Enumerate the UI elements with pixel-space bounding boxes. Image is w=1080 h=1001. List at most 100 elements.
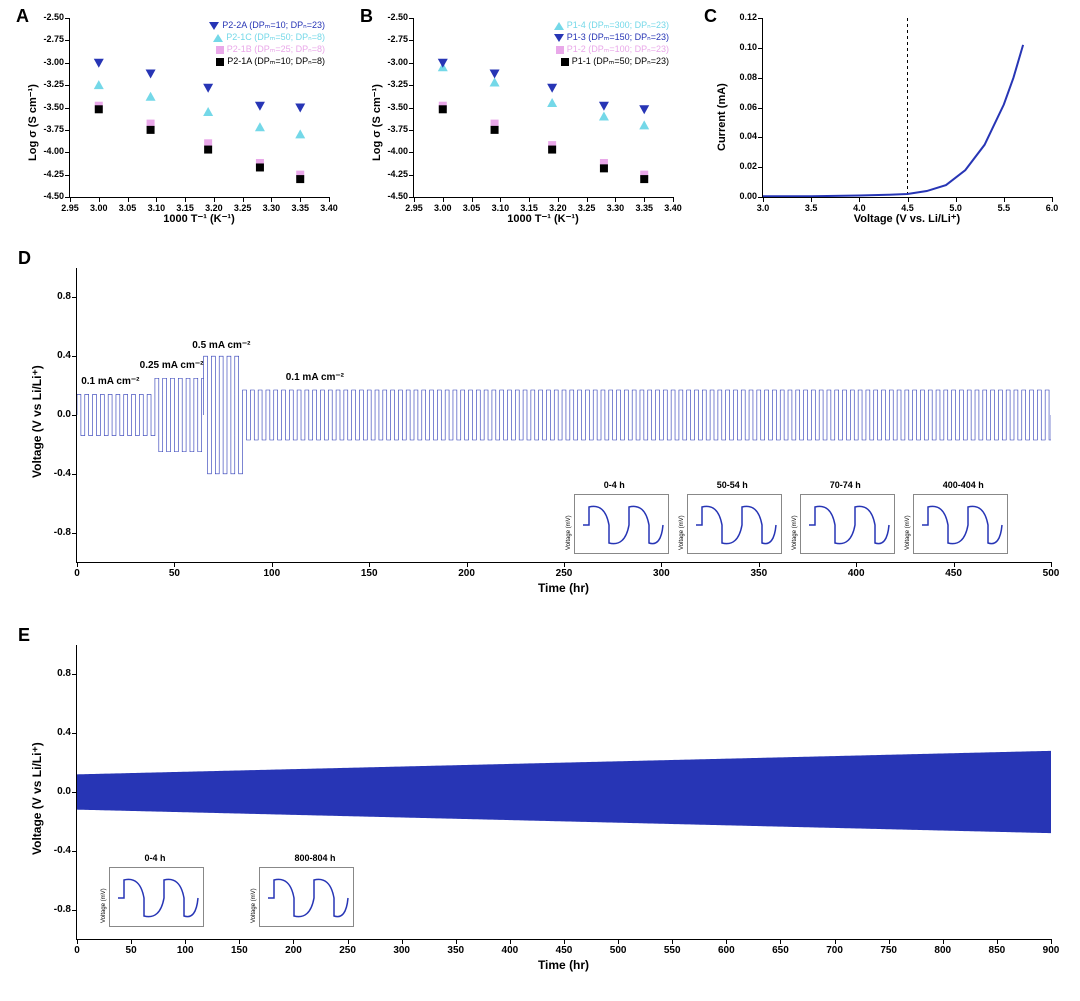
ylabel-a: Log σ (S cm⁻¹) — [26, 84, 39, 161]
xtick-label: 550 — [657, 945, 687, 956]
xtick-label: 300 — [646, 568, 676, 579]
xtick-label: 650 — [765, 945, 795, 956]
ytick-label: 0.12 — [723, 12, 757, 22]
legend-item: P1-1 (DPₘ=50; DPₙ=23) — [561, 56, 669, 67]
ylabel-d: Voltage (V vs Li/Li⁺) — [30, 365, 44, 478]
xtick-label: 250 — [333, 945, 363, 956]
panel-letter-a: A — [16, 6, 29, 27]
xlabel-b: 1000 T⁻¹ (K⁻¹) — [413, 212, 673, 225]
xtick-label: 500 — [603, 945, 633, 956]
ytick-label: 0.4 — [37, 727, 71, 738]
current-annotation: 0.25 mA cm⁻² — [140, 360, 204, 371]
inset-plot — [574, 494, 669, 554]
inset-ylabel: Voltage (mV) — [566, 515, 572, 550]
xtick-label: 50 — [116, 945, 146, 956]
inset-ylabel: Voltage (mV) — [679, 515, 685, 550]
ytick-label: 0.06 — [723, 102, 757, 112]
ytick-label: -2.75 — [30, 34, 64, 44]
ylabel-c: Current (mA) — [716, 83, 728, 151]
ylabel-e: Voltage (V vs Li/Li⁺) — [30, 742, 44, 855]
ytick-label: -4.25 — [374, 169, 408, 179]
xlabel-d: Time (hr) — [76, 581, 1051, 595]
ytick-label: -2.50 — [374, 12, 408, 22]
legend-item: P1-2 (DPₘ=100; DPₙ=23) — [556, 44, 669, 55]
ytick-label: 0.10 — [723, 42, 757, 52]
panel-b: B 2.953.003.053.103.153.203.253.303.353.… — [358, 6, 683, 236]
xtick-label: 100 — [170, 945, 200, 956]
ylabel-b: Log σ (S cm⁻¹) — [370, 84, 383, 161]
ytick-label: -4.50 — [374, 191, 408, 201]
xtick-label: 150 — [354, 568, 384, 579]
plot-area-e: 0501001502002503003504004505005506006507… — [76, 645, 1051, 940]
xtick-label: 500 — [1036, 568, 1066, 579]
xlabel-c: Voltage (V vs. Li/Li⁺) — [762, 212, 1052, 225]
ytick-label: -3.00 — [374, 57, 408, 67]
panel-a: A 2.953.003.053.103.153.203.253.303.353.… — [14, 6, 339, 236]
plot-area-d: 050100150200250300350400450500-0.8-0.40.… — [76, 268, 1051, 563]
xtick-label: 300 — [387, 945, 417, 956]
plot-area-a: 2.953.003.053.103.153.203.253.303.353.40… — [69, 18, 329, 198]
xtick-label: 150 — [224, 945, 254, 956]
inset-ylabel: Voltage (mV) — [905, 515, 911, 550]
xtick-label: 100 — [257, 568, 287, 579]
legend-item: P1-3 (DPₘ=150; DPₙ=23) — [554, 32, 669, 43]
xtick-label: 850 — [982, 945, 1012, 956]
ytick-label: -4.25 — [30, 169, 64, 179]
xlabel-a: 1000 T⁻¹ (K⁻¹) — [69, 212, 329, 225]
inset-ylabel: Voltage (mV) — [792, 515, 798, 550]
inset-title: 0-4 h — [144, 853, 165, 863]
xtick-label: 450 — [549, 945, 579, 956]
xtick-label: 350 — [744, 568, 774, 579]
current-annotation: 0.1 mA cm⁻² — [81, 376, 139, 387]
inset-title: 50-54 h — [717, 480, 748, 490]
legend-item: P2-1A (DPₘ=10; DPₙ=8) — [216, 56, 325, 67]
inset-title: 0-4 h — [604, 480, 625, 490]
legend-item: P1-4 (DPₘ=300; DPₙ=23) — [554, 20, 669, 31]
ytick-label: 0.08 — [723, 72, 757, 82]
panel-c: C 3.03.54.04.55.05.56.00.000.020.040.060… — [702, 6, 1062, 236]
xtick-label: 50 — [159, 568, 189, 579]
inset-plot — [259, 867, 354, 927]
ytick-label: -2.50 — [30, 12, 64, 22]
plot-area-c: 3.03.54.04.55.05.56.00.000.020.040.060.0… — [762, 18, 1052, 198]
ytick-label: 0.8 — [37, 291, 71, 302]
ytick-label: 0.4 — [37, 350, 71, 361]
xtick-label: 200 — [452, 568, 482, 579]
xtick-label: 250 — [549, 568, 579, 579]
xtick-label: 700 — [820, 945, 850, 956]
panel-letter-e: E — [18, 625, 30, 646]
xtick-label: 350 — [441, 945, 471, 956]
xtick-label: 600 — [711, 945, 741, 956]
ytick-label: -0.8 — [37, 527, 71, 538]
xtick-label: 200 — [278, 945, 308, 956]
inset-ylabel: Voltage (mV) — [251, 888, 257, 923]
inset-plot — [687, 494, 782, 554]
current-annotation: 0.5 mA cm⁻² — [192, 340, 250, 351]
xtick-label: 750 — [874, 945, 904, 956]
legend-item: P2-1C (DPₘ=50; DPₙ=8) — [213, 32, 325, 43]
inset-title: 70-74 h — [830, 480, 861, 490]
inset-title: 400-404 h — [943, 480, 984, 490]
xtick-label: 0 — [62, 568, 92, 579]
panel-e: E 05010015020025030035040045050055060065… — [14, 625, 1064, 985]
ytick-label: 0.00 — [723, 191, 757, 201]
ytick-label: -4.50 — [30, 191, 64, 201]
ytick-label: 0.8 — [37, 668, 71, 679]
xtick-label: 450 — [939, 568, 969, 579]
inset-plot — [109, 867, 204, 927]
ytick-label: -3.00 — [30, 57, 64, 67]
ytick-label: -2.75 — [374, 34, 408, 44]
inset-ylabel: Voltage (mV) — [101, 888, 107, 923]
xtick-label: 0 — [62, 945, 92, 956]
plot-area-b: 2.953.003.053.103.153.203.253.303.353.40… — [413, 18, 673, 198]
inset-title: 800-804 h — [294, 853, 335, 863]
panel-letter-c: C — [704, 6, 717, 27]
xtick-label: 900 — [1036, 945, 1066, 956]
ytick-label: 0.02 — [723, 161, 757, 171]
xlabel-e: Time (hr) — [76, 958, 1051, 972]
panel-letter-d: D — [18, 248, 31, 269]
inset-plot — [913, 494, 1008, 554]
ytick-label: 0.04 — [723, 131, 757, 141]
xtick-label: 400 — [495, 945, 525, 956]
panel-letter-b: B — [360, 6, 373, 27]
